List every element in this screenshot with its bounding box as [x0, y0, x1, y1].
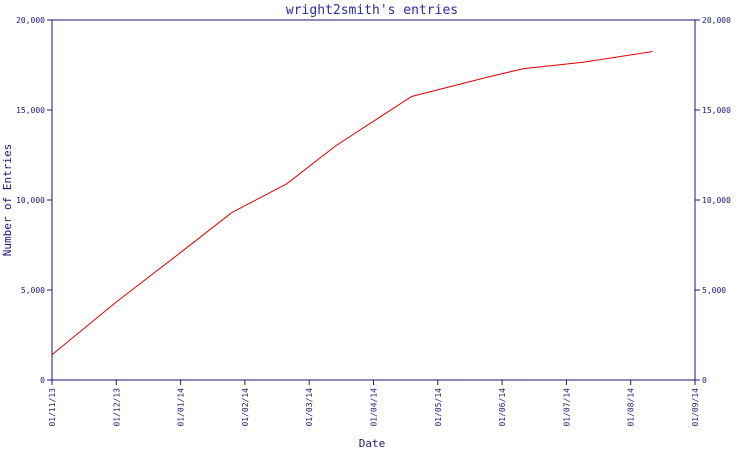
x-tick-label: 01/07/14	[562, 388, 571, 427]
x-tick-label: 01/05/14	[434, 388, 443, 427]
x-tick-label: 01/02/14	[241, 388, 250, 427]
x-axis-label: Date	[359, 437, 386, 450]
x-tick-label: 01/12/13	[112, 388, 121, 427]
y-tick-label-left: 15,000	[16, 106, 45, 115]
y-tick-label-left: 10,000	[16, 196, 45, 205]
x-tick-label: 01/06/14	[498, 388, 507, 427]
series-group	[51, 51, 653, 356]
x-tick-label: 01/01/14	[177, 388, 186, 427]
chart-title: wright2smith's entries	[286, 3, 458, 18]
x-tick-label: 01/04/14	[370, 388, 379, 427]
y-tick-label-left: 20,000	[16, 16, 45, 25]
y-axis-label: Number of Entries	[1, 144, 14, 257]
series-line-0	[51, 51, 653, 356]
y-tick-label-right: 5,000	[702, 286, 726, 295]
axes	[51, 19, 696, 381]
x-tick-label: 01/08/14	[627, 388, 636, 427]
y-tick-label-right: 20,000	[702, 16, 731, 25]
x-tick-label: 01/11/13	[48, 388, 57, 427]
y-tick-label-left: 5,000	[21, 286, 45, 295]
plot-frame	[51, 19, 696, 381]
x-tick-label: 01/03/14	[305, 388, 314, 427]
x-tick-label: 01/09/14	[691, 388, 700, 427]
y-tick-label-right: 0	[702, 376, 707, 385]
ticks: 0 0 5,000 5,000 10,000 10,000 15,000 15,000 20,0…	[16, 16, 731, 427]
y-tick-label-right: 10,000	[702, 196, 731, 205]
y-tick-label-right: 15,000	[702, 106, 731, 115]
y-tick-label-left: 0	[40, 376, 45, 385]
